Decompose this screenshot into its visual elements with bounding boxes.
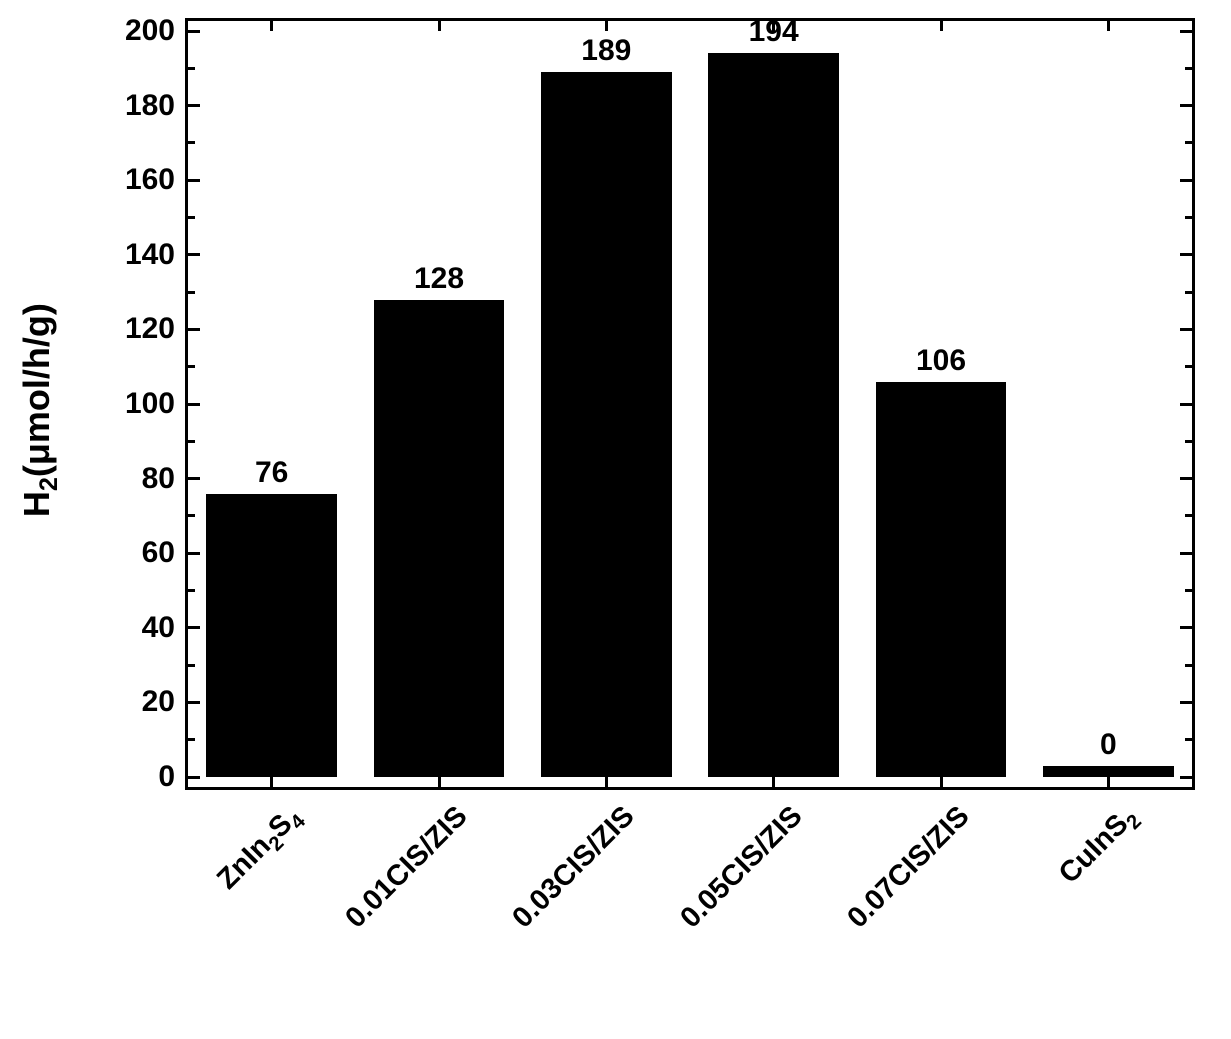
y-tick	[1180, 477, 1192, 480]
y-minor-tick	[188, 141, 195, 144]
y-tick-label: 100	[95, 387, 175, 421]
y-minor-tick	[1185, 589, 1192, 592]
y-tick	[1180, 776, 1192, 779]
y-tick	[188, 552, 200, 555]
y-minor-tick	[188, 440, 195, 443]
y-minor-tick	[188, 365, 195, 368]
y-tick	[188, 477, 200, 480]
y-tick	[188, 701, 200, 704]
y-tick	[1180, 253, 1192, 256]
bar-value-label: 189	[546, 34, 666, 68]
y-minor-tick	[188, 589, 195, 592]
y-tick-label: 160	[95, 163, 175, 197]
bar-chart: H2(μmol/h/g) 0 20 40 60 80 100 120 140 160 180 200…	[0, 0, 1231, 974]
y-tick	[188, 30, 200, 33]
y-tick-label: 80	[95, 462, 175, 496]
y-minor-tick	[1185, 440, 1192, 443]
x-tick	[438, 21, 441, 31]
y-minor-tick	[188, 738, 195, 741]
y-tick-label: 60	[95, 536, 175, 570]
x-tick	[270, 21, 273, 31]
y-tick	[1180, 104, 1192, 107]
y-tick-label: 180	[95, 89, 175, 123]
y-minor-tick	[1185, 216, 1192, 219]
y-tick	[188, 328, 200, 331]
x-tick	[772, 21, 775, 31]
y-tick-label: 200	[95, 14, 175, 48]
y-tick	[1180, 552, 1192, 555]
y-minor-tick	[1185, 365, 1192, 368]
x-tick	[940, 777, 943, 787]
y-tick	[1180, 30, 1192, 33]
y-axis-label: H2(μmol/h/g)	[16, 210, 64, 610]
x-tick	[270, 777, 273, 787]
y-tick	[188, 776, 200, 779]
y-tick	[188, 626, 200, 629]
bar	[374, 300, 505, 777]
bar-value-label: 0	[1048, 728, 1168, 762]
y-tick	[1180, 403, 1192, 406]
x-tick	[605, 21, 608, 31]
y-minor-tick	[188, 216, 195, 219]
y-minor-tick	[1185, 664, 1192, 667]
bar-value-label: 76	[212, 456, 332, 490]
y-tick	[188, 403, 200, 406]
x-tick	[1107, 21, 1110, 31]
y-tick-label: 20	[95, 685, 175, 719]
y-tick	[188, 253, 200, 256]
x-tick	[1107, 777, 1110, 787]
bar-value-label: 128	[379, 262, 499, 296]
y-minor-tick	[188, 664, 195, 667]
bar	[876, 382, 1007, 777]
y-tick	[188, 179, 200, 182]
x-tick	[940, 21, 943, 31]
y-minor-tick	[1185, 67, 1192, 70]
bar-value-label: 106	[881, 344, 1001, 378]
x-tick	[438, 777, 441, 787]
bar	[708, 53, 839, 777]
y-minor-tick	[1185, 514, 1192, 517]
y-tick	[188, 104, 200, 107]
x-tick	[772, 777, 775, 787]
y-minor-tick	[1185, 738, 1192, 741]
y-minor-tick	[1185, 141, 1192, 144]
y-minor-tick	[1185, 291, 1192, 294]
y-tick	[1180, 626, 1192, 629]
y-tick-label: 120	[95, 312, 175, 346]
bar	[206, 494, 337, 777]
y-tick-label: 0	[95, 760, 175, 794]
y-tick-label: 40	[95, 611, 175, 645]
x-tick	[605, 777, 608, 787]
bar	[541, 72, 672, 777]
y-minor-tick	[188, 514, 195, 517]
y-tick	[1180, 701, 1192, 704]
y-tick	[1180, 328, 1192, 331]
y-minor-tick	[188, 67, 195, 70]
bar	[1043, 766, 1174, 777]
y-tick	[1180, 179, 1192, 182]
y-tick-label: 140	[95, 238, 175, 272]
y-minor-tick	[188, 291, 195, 294]
